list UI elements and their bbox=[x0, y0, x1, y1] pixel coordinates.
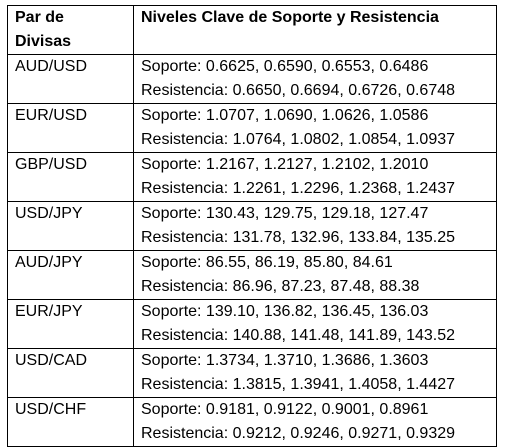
levels-cell: Soporte: 130.43, 129.75, 129.18, 127.47 … bbox=[133, 201, 497, 251]
pair-cell: USD/CHF bbox=[7, 397, 134, 447]
resistance-levels: Resistencia: 86.96, 87.23, 87.48, 88.38 bbox=[141, 278, 420, 295]
table-header-row: Par de Divisas Niveles Clave de Soporte … bbox=[7, 5, 497, 55]
levels-cell: Soporte: 86.55, 86.19, 85.80, 84.61 Resi… bbox=[133, 250, 497, 300]
table-row: AUD/USD Soporte: 0.6625, 0.6590, 0.6553,… bbox=[7, 54, 497, 104]
resistance-levels: Resistencia: 1.2261, 1.2296, 1.2368, 1.2… bbox=[141, 180, 456, 197]
levels-cell: Soporte: 139.10, 136.82, 136.45, 136.03 … bbox=[133, 299, 497, 349]
resistance-levels: Resistencia: 131.78, 132.96, 133.84, 135… bbox=[141, 229, 456, 246]
table-row: USD/JPY Soporte: 130.43, 129.75, 129.18,… bbox=[7, 201, 497, 251]
header-currency-pair-line1: Par de bbox=[15, 9, 64, 26]
support-levels: Soporte: 0.6625, 0.6590, 0.6553, 0.6486 bbox=[141, 58, 429, 75]
support-resistance-table: Par de Divisas Niveles Clave de Soporte … bbox=[7, 5, 497, 447]
pair-cell: USD/CAD bbox=[7, 348, 134, 398]
header-currency-pair: Par de Divisas bbox=[7, 5, 134, 55]
pair-cell: AUD/USD bbox=[7, 54, 134, 104]
support-levels: Soporte: 139.10, 136.82, 136.45, 136.03 bbox=[141, 303, 429, 320]
pair-cell: EUR/USD bbox=[7, 103, 134, 153]
levels-table-container: Par de Divisas Niveles Clave de Soporte … bbox=[7, 5, 497, 447]
resistance-levels: Resistencia: 1.0764, 1.0802, 1.0854, 1.0… bbox=[141, 131, 456, 148]
support-levels: Soporte: 130.43, 129.75, 129.18, 127.47 bbox=[141, 205, 429, 222]
header-key-levels: Niveles Clave de Soporte y Resistencia bbox=[133, 5, 497, 55]
levels-cell: Soporte: 1.3734, 1.3710, 1.3686, 1.3603 … bbox=[133, 348, 497, 398]
table-row: EUR/USD Soporte: 1.0707, 1.0690, 1.0626,… bbox=[7, 103, 497, 153]
pair-cell: GBP/USD bbox=[7, 152, 134, 202]
resistance-levels: Resistencia: 0.9212, 0.9246, 0.9271, 0.9… bbox=[141, 425, 456, 442]
levels-cell: Soporte: 0.9181, 0.9122, 0.9001, 0.8961 … bbox=[133, 397, 497, 447]
table-row: GBP/USD Soporte: 1.2167, 1.2127, 1.2102,… bbox=[7, 152, 497, 202]
table-row: USD/CHF Soporte: 0.9181, 0.9122, 0.9001,… bbox=[7, 397, 497, 447]
table-row: AUD/JPY Soporte: 86.55, 86.19, 85.80, 84… bbox=[7, 250, 497, 300]
pair-cell: AUD/JPY bbox=[7, 250, 134, 300]
support-levels: Soporte: 1.2167, 1.2127, 1.2102, 1.2010 bbox=[141, 156, 429, 173]
table-row: EUR/JPY Soporte: 139.10, 136.82, 136.45,… bbox=[7, 299, 497, 349]
levels-cell: Soporte: 1.0707, 1.0690, 1.0626, 1.0586 … bbox=[133, 103, 497, 153]
levels-cell: Soporte: 1.2167, 1.2127, 1.2102, 1.2010 … bbox=[133, 152, 497, 202]
resistance-levels: Resistencia: 140.88, 141.48, 141.89, 143… bbox=[141, 327, 456, 344]
levels-cell: Soporte: 0.6625, 0.6590, 0.6553, 0.6486 … bbox=[133, 54, 497, 104]
support-levels: Soporte: 86.55, 86.19, 85.80, 84.61 bbox=[141, 254, 393, 271]
resistance-levels: Resistencia: 1.3815, 1.3941, 1.4058, 1.4… bbox=[141, 376, 456, 393]
pair-cell: EUR/JPY bbox=[7, 299, 134, 349]
header-key-levels-text: Niveles Clave de Soporte y Resistencia bbox=[141, 9, 439, 26]
support-levels: Soporte: 1.0707, 1.0690, 1.0626, 1.0586 bbox=[141, 107, 429, 124]
resistance-levels: Resistencia: 0.6650, 0.6694, 0.6726, 0.6… bbox=[141, 82, 456, 99]
header-currency-pair-line2: Divisas bbox=[15, 33, 72, 50]
support-levels: Soporte: 0.9181, 0.9122, 0.9001, 0.8961 bbox=[141, 401, 429, 418]
table-row: USD/CAD Soporte: 1.3734, 1.3710, 1.3686,… bbox=[7, 348, 497, 398]
pair-cell: USD/JPY bbox=[7, 201, 134, 251]
support-levels: Soporte: 1.3734, 1.3710, 1.3686, 1.3603 bbox=[141, 352, 429, 369]
